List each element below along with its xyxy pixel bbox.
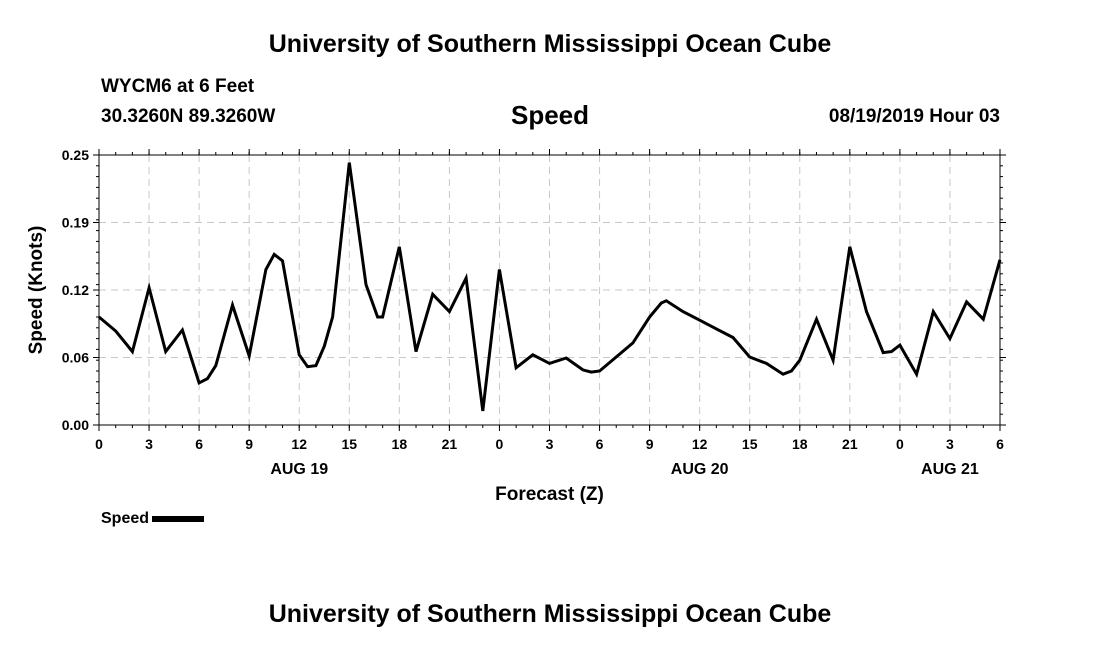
coordinates-label: 30.3260N 89.3260W [101, 106, 276, 127]
date-label: AUG 20 [671, 461, 729, 478]
x-tick-label: 9 [245, 436, 253, 452]
x-tick-label: 6 [195, 436, 203, 452]
x-tick-label: 6 [596, 436, 604, 452]
y-axis: 0.00 0.06 0.12 0.19 0.25 [62, 147, 1006, 433]
x-tick-label: 21 [442, 436, 458, 452]
y-tick-label: 0.06 [62, 350, 89, 366]
chart-title: Speed [510, 100, 590, 130]
chart-grid [99, 155, 1000, 425]
date-labels: AUG 19 AUG 20 AUG 21 [270, 461, 979, 478]
x-tick-label: 12 [291, 436, 307, 452]
legend-label: Speed [101, 510, 150, 527]
x-tick-label: 0 [95, 436, 103, 452]
legend-swatch [152, 515, 205, 522]
x-tick-label: 21 [842, 436, 858, 452]
y-tick-label: 0.19 [62, 215, 89, 231]
x-tick-label: 12 [692, 436, 708, 452]
x-tick-label: 0 [496, 436, 504, 452]
x-tick-label: 15 [742, 436, 758, 452]
x-tick-label: 3 [145, 436, 153, 452]
x-tick-label: 6 [996, 436, 1004, 452]
header-title: University of Southern Mississippi Ocean… [268, 30, 832, 58]
station-label: WYCM6 at 6 Feet [101, 76, 255, 97]
y-axis-title: Speed (Knots) [26, 226, 47, 355]
x-tick-label: 0 [896, 436, 904, 452]
x-axis: 0 3 6 9 12 15 18 21 0 3 6 9 12 15 18 21 0 3 6 [95, 149, 1004, 452]
x-tick-label: 15 [341, 436, 357, 452]
y-tick-label: 0.25 [62, 147, 89, 163]
legend: Speed [101, 510, 205, 528]
y-tick-label: 0.12 [62, 282, 89, 298]
y-tick-label: 0.00 [62, 417, 89, 433]
footer-title: University of Southern Mississippi Ocean… [268, 600, 832, 628]
x-axis-title: Forecast (Z) [495, 484, 604, 505]
x-tick-label: 3 [546, 436, 554, 452]
x-tick-label: 18 [792, 436, 808, 452]
x-tick-label: 3 [946, 436, 954, 452]
date-label: AUG 21 [921, 461, 979, 478]
date-label: AUG 19 [270, 461, 328, 478]
datetime-label: 08/19/2019 Hour 03 [828, 106, 1000, 127]
x-tick-label: 18 [392, 436, 408, 452]
speed-series-line [98, 162, 1002, 412]
x-tick-label: 9 [646, 436, 654, 452]
